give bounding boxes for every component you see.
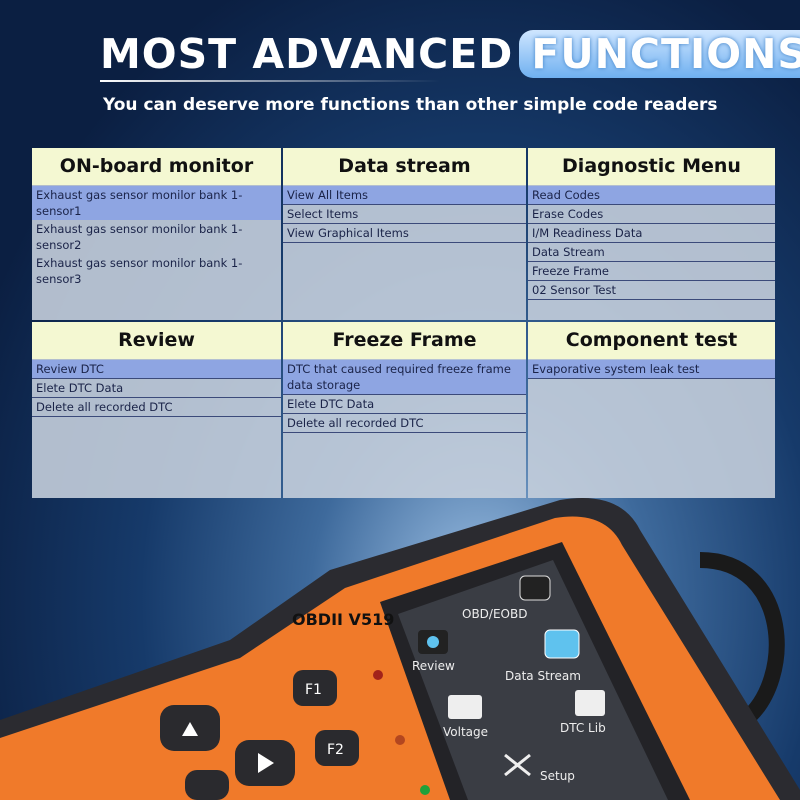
menu-item[interactable]: Exhaust gas sensor monilor bank 1-sensor… xyxy=(36,256,243,286)
setup-tools-icon xyxy=(504,753,531,777)
panel-items: View All Items Select Items View Graphical… xyxy=(283,186,526,243)
menu-obd-eobd: OBD/EOBD xyxy=(462,607,527,621)
menu-item[interactable]: Select Items xyxy=(283,205,526,224)
panel-header: Freeze Frame xyxy=(283,322,526,359)
right-arrow-icon xyxy=(258,753,274,773)
engine-icon xyxy=(519,575,551,601)
subtitle: You can deserve more functions than othe… xyxy=(103,95,718,115)
headline-highlight: FUNCTIONS xyxy=(519,30,800,78)
device-screen xyxy=(398,560,668,800)
data-stream-icon xyxy=(544,629,580,659)
menu-setup: Setup xyxy=(540,769,575,783)
cable xyxy=(699,552,785,727)
menu-item[interactable]: Data Stream xyxy=(528,243,775,262)
menu-item[interactable]: Exhaust gas sensor monilor bank 1-sensor… xyxy=(36,222,243,252)
up-arrow-icon xyxy=(182,722,198,736)
menu-item[interactable]: Delete all recorded DTC xyxy=(283,414,526,433)
device-model-label: OBDII V519 xyxy=(292,610,394,629)
menu-item[interactable]: I/M Readiness Data xyxy=(528,224,775,243)
menu-item[interactable]: Review DTC xyxy=(32,360,281,379)
led-orange xyxy=(395,735,405,745)
menu-item[interactable]: View All Items xyxy=(283,186,526,205)
menu-item[interactable]: 02 Sensor Test xyxy=(528,281,775,300)
dtc-lib-icon xyxy=(575,690,605,716)
panel-data-stream: Data stream View All Items Select Items Vie… xyxy=(283,148,526,320)
menu-item[interactable]: Exhaust gas sensor monilor bank 1-sensor… xyxy=(32,186,281,220)
panel-header: ON-board monitor xyxy=(32,148,281,185)
menu-review: Review xyxy=(412,659,455,673)
panel-review: Review Review DTC Elete DTC Data Delete all… xyxy=(32,322,281,498)
menu-item[interactable]: Elete DTC Data xyxy=(283,395,526,414)
menu-item[interactable]: Evaporative system leak test xyxy=(528,360,775,379)
battery-icon xyxy=(448,695,482,719)
menu-data-stream: Data Stream xyxy=(505,669,581,683)
panel-header: Diagnostic Menu xyxy=(528,148,775,185)
panel-header: Component test xyxy=(528,322,775,359)
panel-items: Review DTC Elete DTC Data Delete all recor… xyxy=(32,360,281,417)
menu-item[interactable]: Read Codes xyxy=(528,186,775,205)
panel-items: Evaporative system leak test xyxy=(528,360,775,379)
menu-item[interactable]: Freeze Frame xyxy=(528,262,775,281)
obd-scanner-device: OBD/EOBD Review Data Stream Voltage DTC … xyxy=(0,498,800,800)
menu-item[interactable]: Delete all recorded DTC xyxy=(32,398,281,417)
led-red xyxy=(373,670,383,680)
menu-item[interactable]: DTC that caused required freeze frame da… xyxy=(283,360,526,395)
panel-on-board-monitor: ON-board monitor Exhaust gas sensor monil… xyxy=(32,148,281,320)
panel-header: Data stream xyxy=(283,148,526,185)
f2-label: F2 xyxy=(327,742,344,758)
menu-item[interactable]: View Graphical Items xyxy=(283,224,526,243)
menu-dtc-lib: DTC Lib xyxy=(560,721,606,735)
panel-diagnostic-menu: Diagnostic Menu Read Codes Erase Codes I/M … xyxy=(528,148,775,320)
panel-header: Review xyxy=(32,322,281,359)
menu-item[interactable]: Elete DTC Data xyxy=(32,379,281,398)
headline: MOST ADVANCED FUNCTIONS xyxy=(100,30,800,78)
headline-underline xyxy=(100,80,440,82)
panel-items: DTC that caused required freeze frame da… xyxy=(283,360,526,433)
menu-item[interactable]: Erase Codes xyxy=(528,205,775,224)
ok-button[interactable] xyxy=(185,770,229,800)
f2-button[interactable] xyxy=(315,730,359,766)
f1-label: F1 xyxy=(305,682,322,698)
features-grid: ON-board monitor Exhaust gas sensor monil… xyxy=(32,148,775,498)
f1-button[interactable] xyxy=(293,670,337,706)
panel-component-test: Component test Evaporative system leak te… xyxy=(528,322,775,498)
led-green xyxy=(420,785,430,795)
panel-items: Read Codes Erase Codes I/M Readiness Data D… xyxy=(528,186,775,300)
panel-items: Exhaust gas sensor monilor bank 1-sensor… xyxy=(32,186,281,288)
menu-voltage: Voltage xyxy=(443,725,488,739)
review-lens-icon xyxy=(427,636,439,648)
panel-freeze-frame: Freeze Frame DTC that caused required fre… xyxy=(283,322,526,498)
headline-prefix: MOST ADVANCED xyxy=(100,30,514,78)
